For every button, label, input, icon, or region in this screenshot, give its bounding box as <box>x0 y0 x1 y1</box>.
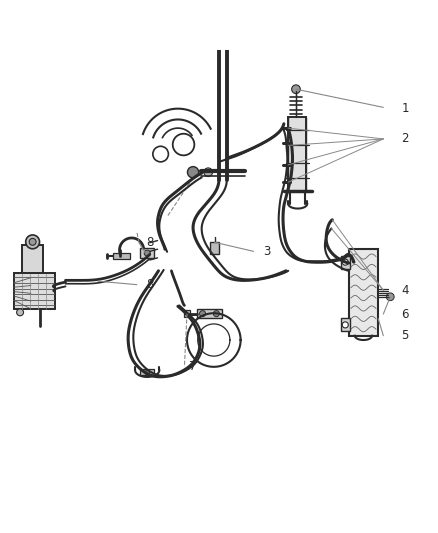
Text: 4: 4 <box>401 284 409 297</box>
Text: 8: 8 <box>146 278 153 291</box>
Bar <box>197 309 223 318</box>
Circle shape <box>26 235 39 249</box>
Circle shape <box>342 322 348 328</box>
Text: 5: 5 <box>401 329 409 342</box>
Text: 1: 1 <box>401 102 409 115</box>
Circle shape <box>204 168 212 176</box>
Circle shape <box>29 238 36 245</box>
Circle shape <box>145 370 149 375</box>
Circle shape <box>213 311 219 317</box>
Text: 2: 2 <box>401 132 409 146</box>
Bar <box>22 245 43 274</box>
Circle shape <box>200 311 205 317</box>
Bar <box>288 117 306 191</box>
Circle shape <box>386 293 394 301</box>
Bar <box>14 273 55 309</box>
Bar <box>140 248 154 258</box>
Bar <box>140 369 154 375</box>
Circle shape <box>342 259 348 265</box>
Bar <box>341 256 350 269</box>
Bar <box>184 310 190 317</box>
Circle shape <box>292 85 300 93</box>
Circle shape <box>144 250 150 256</box>
Text: 8: 8 <box>146 236 153 249</box>
Bar <box>341 318 350 332</box>
Circle shape <box>17 309 24 316</box>
Circle shape <box>187 167 199 178</box>
Bar <box>349 249 378 336</box>
Bar <box>210 243 219 254</box>
Text: 6: 6 <box>401 308 409 320</box>
Bar <box>113 253 131 259</box>
Text: 3: 3 <box>263 245 270 258</box>
Text: 7: 7 <box>189 360 197 373</box>
